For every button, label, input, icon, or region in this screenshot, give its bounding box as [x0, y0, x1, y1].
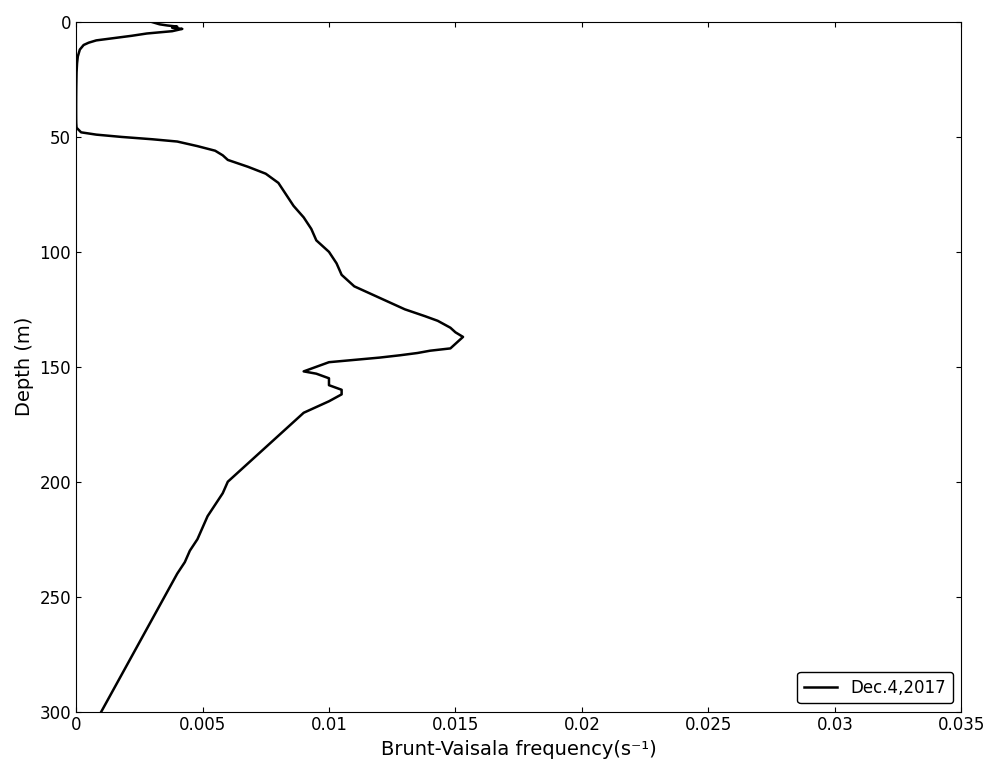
Legend: Dec.4,2017: Dec.4,2017 — [797, 672, 953, 704]
Y-axis label: Depth (m): Depth (m) — [15, 317, 34, 416]
X-axis label: Brunt-Vaisala frequency(s⁻¹): Brunt-Vaisala frequency(s⁻¹) — [381, 740, 657, 759]
